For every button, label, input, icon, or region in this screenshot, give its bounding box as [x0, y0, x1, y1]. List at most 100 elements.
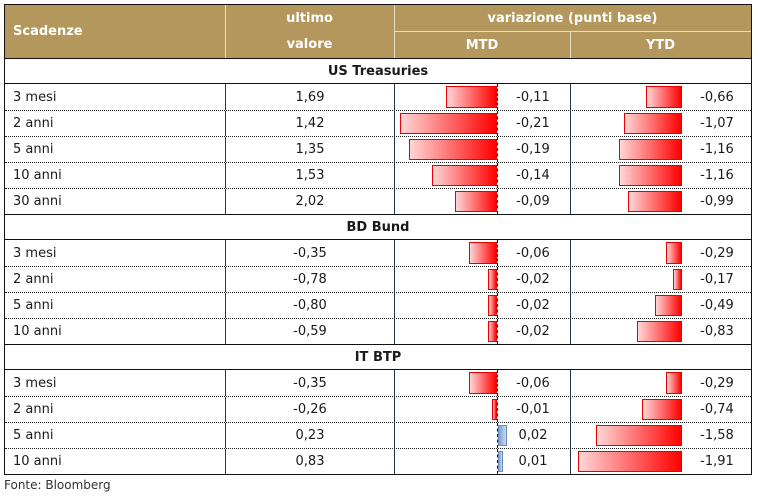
ytd-cell: -0,49	[570, 293, 751, 318]
mtd-cell: -0,09	[394, 189, 570, 214]
ytd-value: -0,66	[700, 89, 734, 105]
last-value: -0,26	[225, 397, 394, 422]
mtd-cell: -0,14	[394, 163, 570, 188]
table-header: Scadenze ultimo valore variazione (punti…	[5, 5, 751, 58]
last-value: -0,35	[225, 370, 394, 396]
maturity-label: 5 anni	[13, 142, 54, 157]
mtd-axis-line	[497, 293, 498, 318]
mtd-bar	[399, 113, 497, 134]
table-row: 5 anni 0,23 0,02 -1,58	[5, 422, 751, 448]
maturity-label: 3 mesi	[13, 245, 57, 261]
mtd-value: 0,01	[518, 454, 548, 469]
mtd-value: -0,02	[516, 324, 550, 339]
section-title: US Treasuries	[5, 58, 751, 84]
ytd-bar	[655, 295, 682, 316]
header-valore: valore	[286, 37, 333, 52]
ytd-cell: -1,16	[570, 137, 751, 162]
mtd-value: -0,09	[516, 194, 550, 209]
mtd-cell: -0,01	[394, 397, 570, 422]
last-value: 1,35	[225, 137, 394, 162]
ytd-bar	[623, 113, 682, 134]
ytd-value: -0,17	[700, 272, 734, 287]
table-row: 5 anni -0,80 -0,02 -0,49	[5, 292, 751, 318]
mtd-cell: -0,06	[394, 370, 570, 396]
maturity-label: 2 anni	[13, 402, 54, 417]
last-value: -0,35	[225, 240, 394, 266]
section-rows: 3 mesi 1,69 -0,11 -0,66 2 anni 1,42 -0,21 -1,07…	[5, 84, 751, 214]
ytd-bar	[646, 86, 682, 108]
mtd-cell: -0,19	[394, 137, 570, 162]
ytd-value: -1,58	[700, 428, 734, 443]
mtd-axis-line	[497, 111, 498, 136]
mtd-bar	[446, 86, 497, 108]
ytd-value: -1,16	[700, 168, 734, 183]
mtd-cell: -0,02	[394, 293, 570, 318]
table-row: 2 anni -0,78 -0,02 -0,17	[5, 266, 751, 292]
ytd-value: -0,74	[700, 402, 734, 417]
mtd-axis-line	[497, 189, 498, 214]
table-row: 2 anni 1,42 -0,21 -1,07	[5, 110, 751, 136]
last-value: 1,53	[225, 163, 394, 188]
ytd-cell: -0,29	[570, 240, 751, 266]
mtd-bar	[487, 269, 497, 290]
ytd-cell: -0,66	[570, 84, 751, 110]
last-value: -0,59	[225, 319, 394, 344]
mtd-bar	[492, 399, 497, 420]
ytd-value: -1,07	[700, 116, 734, 131]
ytd-bar	[672, 269, 682, 290]
ytd-cell: -0,17	[570, 267, 751, 292]
ytd-bar	[595, 425, 682, 446]
ytd-cell: -1,07	[570, 111, 751, 136]
ytd-bar	[618, 139, 682, 160]
ytd-cell: -0,99	[570, 189, 751, 214]
ytd-value: -1,91	[700, 454, 734, 469]
section-rows: 3 mesi -0,35 -0,06 -0,29 2 anni -0,26 -0,01 -0,…	[5, 370, 751, 474]
mtd-axis-line	[497, 423, 498, 448]
mtd-axis-line	[497, 240, 498, 266]
maturity-label: 3 mesi	[13, 89, 57, 105]
section-title: BD Bund	[5, 214, 751, 240]
last-value: -0,78	[225, 267, 394, 292]
mtd-value: 0,02	[518, 428, 548, 443]
header-variazione: variazione (punti base)	[487, 10, 658, 26]
ytd-value: -0,49	[700, 298, 734, 313]
ytd-cell: -1,91	[570, 449, 751, 474]
ytd-cell: -1,16	[570, 163, 751, 188]
mtd-bar	[469, 372, 497, 394]
ytd-cell: -0,29	[570, 370, 751, 396]
header-ultimo: ultimo	[286, 10, 333, 26]
mtd-axis-line	[497, 84, 498, 110]
yield-table: Scadenze ultimo valore variazione (punti…	[4, 4, 752, 475]
ytd-cell: -0,83	[570, 319, 751, 344]
table-row: 10 anni 1,53 -0,14 -1,16	[5, 162, 751, 188]
mtd-axis-line	[497, 397, 498, 422]
mtd-value: -0,21	[516, 116, 550, 131]
mtd-axis-line	[497, 267, 498, 292]
header-ytd: YTD	[645, 37, 676, 53]
mtd-cell: -0,02	[394, 319, 570, 344]
mtd-bar	[498, 451, 503, 472]
mtd-value: -0,02	[516, 298, 550, 313]
maturity-label: 5 anni	[13, 298, 54, 313]
maturity-label: 5 anni	[13, 428, 54, 443]
header-scadenze: Scadenze	[13, 24, 83, 39]
table-body: US Treasuries 3 mesi 1,69 -0,11 -0,66 2 anni 1…	[5, 58, 751, 474]
mtd-axis-line	[497, 370, 498, 396]
table-row: 30 anni 2,02 -0,09 -0,99	[5, 188, 751, 214]
ytd-cell: -0,74	[570, 397, 751, 422]
table-row: 2 anni -0,26 -0,01 -0,74	[5, 396, 751, 422]
section-rows: 3 mesi -0,35 -0,06 -0,29 2 anni -0,78 -0,02 -0,…	[5, 240, 751, 344]
ytd-value: -0,83	[700, 324, 734, 339]
mtd-cell: 0,01	[394, 449, 570, 474]
maturity-label: 2 anni	[13, 272, 54, 287]
ytd-value: -1,16	[700, 142, 734, 157]
table-row: 10 anni 0,83 0,01 -1,91	[5, 448, 751, 474]
table-row: 3 mesi -0,35 -0,06 -0,29	[5, 370, 751, 396]
ytd-value: -0,29	[700, 245, 734, 261]
mtd-cell: 0,02	[394, 423, 570, 448]
maturity-label: 3 mesi	[13, 375, 57, 391]
last-value: 1,69	[225, 84, 394, 110]
ytd-bar	[666, 372, 682, 394]
mtd-bar	[469, 242, 497, 264]
last-value: 1,42	[225, 111, 394, 136]
